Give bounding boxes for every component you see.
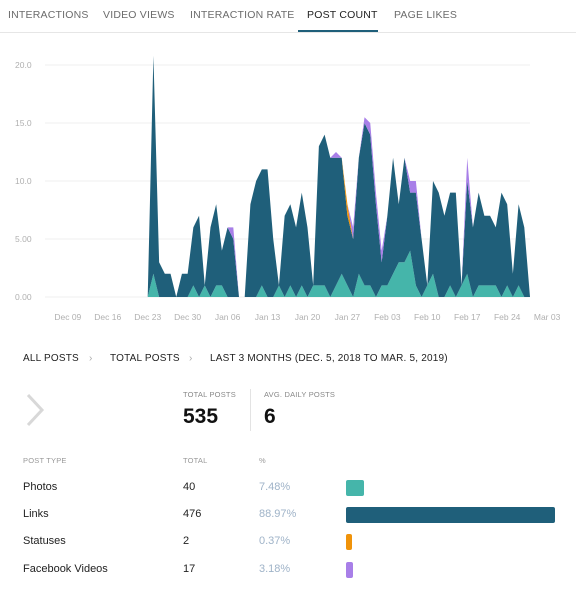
breadcrumb-date-range[interactable]: LAST 3 MONTHS (DEC. 5, 2018 TO MAR. 5, 2… bbox=[210, 353, 448, 364]
post-type-total: 17 bbox=[183, 563, 196, 575]
share-bar bbox=[346, 534, 352, 550]
post-count-chart: 0.00 5.00 10.0 15.0 20.0 Dec 09 Dec 16 Dec 23 De… bbox=[15, 55, 561, 322]
post-type-name: Facebook Videos bbox=[23, 563, 108, 575]
x-tick-label: Feb 24 bbox=[494, 312, 521, 322]
breadcrumb-total-posts[interactable]: TOTAL POSTS bbox=[110, 353, 180, 364]
post-type-name: Photos bbox=[23, 481, 58, 493]
area-series-links bbox=[45, 55, 530, 297]
y-tick-label: 0.00 bbox=[15, 292, 32, 302]
y-tick-label: 20.0 bbox=[15, 60, 32, 70]
y-tick-label: 15.0 bbox=[15, 118, 32, 128]
table-row: Links 476 88.97% bbox=[0, 507, 576, 528]
table-row: Statuses 2 0.37% bbox=[0, 534, 576, 555]
post-type-total: 476 bbox=[183, 508, 202, 520]
x-tick-label: Jan 13 bbox=[255, 312, 281, 322]
total-posts-value: 535 bbox=[183, 405, 219, 428]
share-bar bbox=[346, 562, 354, 578]
x-tick-label: Jan 06 bbox=[215, 312, 241, 322]
x-tick-label: Mar 03 bbox=[534, 312, 561, 322]
tab-page-likes[interactable]: PAGE LIKES bbox=[394, 9, 458, 21]
total-posts-label: TOTAL POSTS bbox=[183, 390, 236, 399]
x-tick-label: Feb 03 bbox=[374, 312, 401, 322]
post-type-total: 2 bbox=[183, 535, 190, 547]
x-tick-label: Feb 17 bbox=[454, 312, 481, 322]
breadcrumb: ALL POSTS › TOTAL POSTS › LAST 3 MONTHS … bbox=[0, 353, 576, 367]
post-type-name: Links bbox=[23, 508, 49, 520]
column-header-total: TOTAL bbox=[183, 456, 208, 465]
post-type-total: 40 bbox=[183, 481, 196, 493]
tab-post-count[interactable]: POST COUNT bbox=[307, 9, 378, 21]
table-row: Photos 40 7.48% bbox=[0, 480, 576, 501]
breadcrumb-all-posts[interactable]: ALL POSTS bbox=[23, 353, 79, 364]
y-tick-label: 5.00 bbox=[15, 234, 32, 244]
avg-daily-posts-label: AVG. DAILY POSTS bbox=[264, 390, 336, 399]
post-type-percent: 0.37% bbox=[259, 535, 291, 547]
post-type-percent: 3.18% bbox=[259, 563, 291, 575]
x-tick-label: Jan 20 bbox=[295, 312, 321, 322]
tab-video-views[interactable]: VIDEO VIEWS bbox=[103, 9, 175, 21]
table-row: Facebook Videos 17 3.18% bbox=[0, 562, 576, 583]
x-tick-label: Feb 10 bbox=[414, 312, 441, 322]
x-tick-label: Dec 09 bbox=[54, 312, 81, 322]
chevron-right-icon[interactable] bbox=[20, 392, 50, 428]
tab-interaction-rate[interactable]: INTERACTION RATE bbox=[190, 9, 295, 21]
breadcrumb-separator-icon: › bbox=[89, 353, 93, 364]
metric-tabs: INTERACTIONS VIDEO VIEWS INTERACTION RAT… bbox=[0, 0, 576, 33]
avg-daily-posts-value: 6 bbox=[264, 405, 276, 428]
column-header-percent: % bbox=[259, 456, 266, 465]
tab-interactions[interactable]: INTERACTIONS bbox=[8, 9, 89, 21]
stat-divider bbox=[250, 389, 251, 431]
post-type-percent: 7.48% bbox=[259, 481, 291, 493]
x-tick-label: Jan 27 bbox=[335, 312, 361, 322]
y-tick-label: 10.0 bbox=[15, 176, 32, 186]
breadcrumb-separator-icon: › bbox=[189, 353, 193, 364]
active-tab-indicator bbox=[298, 30, 378, 32]
x-tick-label: Dec 23 bbox=[134, 312, 161, 322]
x-tick-label: Dec 16 bbox=[94, 312, 121, 322]
post-type-name: Statuses bbox=[23, 535, 66, 547]
share-bar bbox=[346, 507, 555, 523]
share-bar bbox=[346, 480, 364, 496]
area-series-photos bbox=[45, 250, 530, 297]
column-header-post-type: POST TYPE bbox=[23, 456, 67, 465]
x-tick-label: Dec 30 bbox=[174, 312, 201, 322]
post-type-percent: 88.97% bbox=[259, 508, 297, 520]
